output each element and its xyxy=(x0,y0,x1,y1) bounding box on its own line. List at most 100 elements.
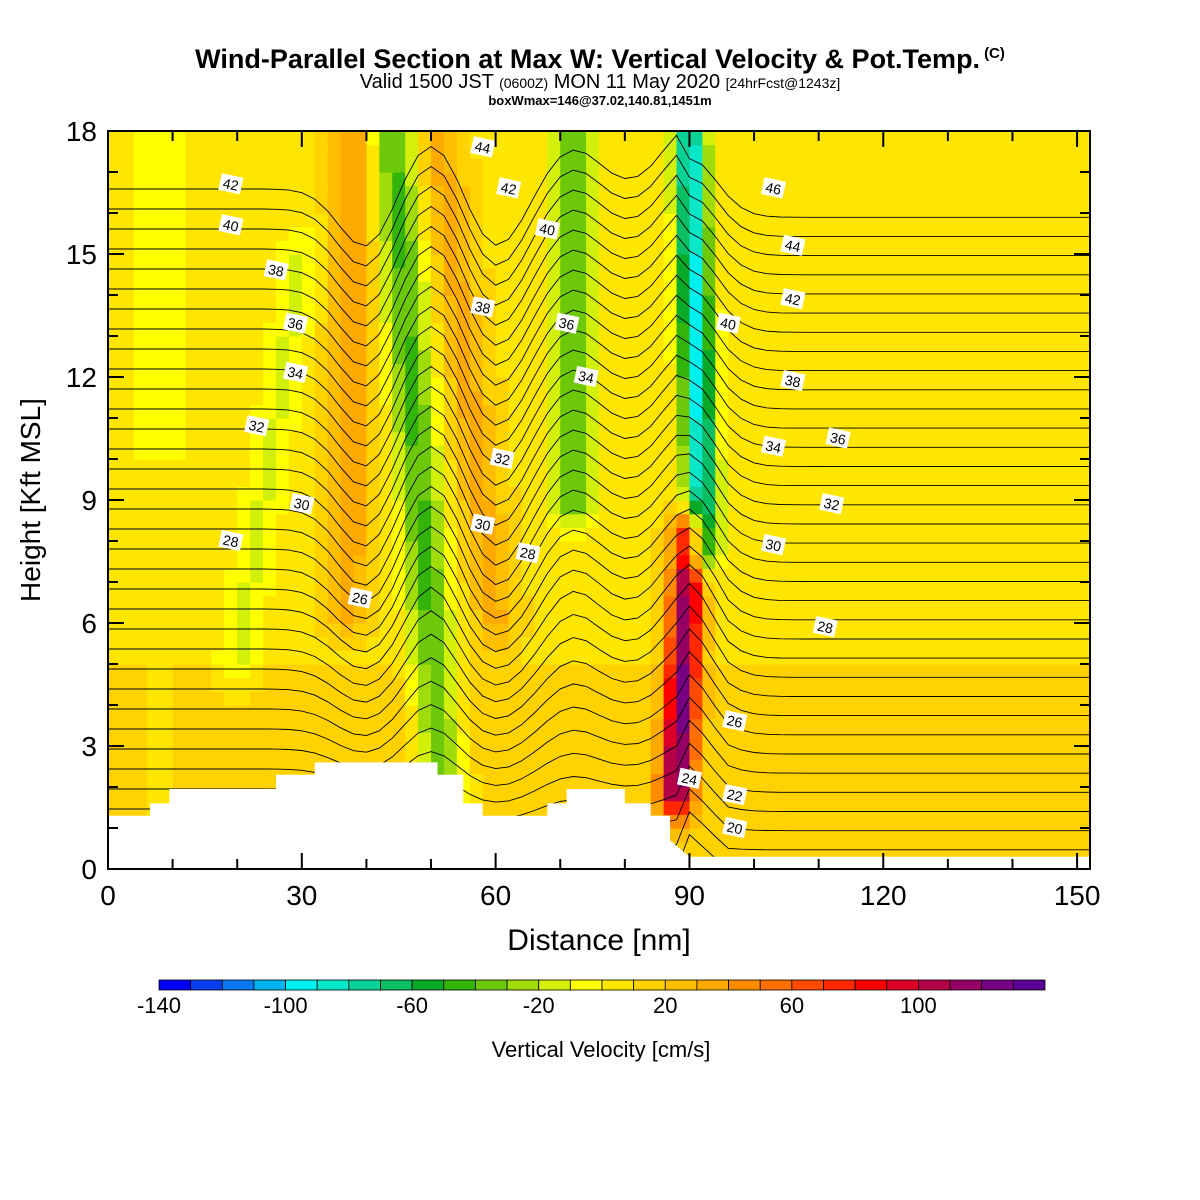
field-cell xyxy=(650,404,665,419)
field-cell xyxy=(960,226,975,241)
field-cell xyxy=(960,431,975,446)
field-cell xyxy=(508,527,523,542)
field-cell xyxy=(689,213,703,228)
field-cell xyxy=(663,459,678,474)
field-cell xyxy=(611,677,626,692)
field-cell xyxy=(198,746,212,761)
field-cell xyxy=(844,199,859,214)
chart-title: Wind-Parallel Section at Max W: Vertical… xyxy=(0,44,1200,75)
field-cell xyxy=(586,349,600,364)
x-tick-label: 0 xyxy=(100,880,116,911)
field-cell xyxy=(198,158,212,173)
field-cell xyxy=(237,158,251,173)
field-cell xyxy=(870,390,884,405)
field-cell xyxy=(275,185,290,200)
theta-contour-line xyxy=(108,294,1090,407)
theta-contour-line xyxy=(108,334,1090,447)
theta-contour-line xyxy=(108,274,1090,387)
field-cell xyxy=(211,390,225,405)
field-cell xyxy=(947,295,962,310)
field-cell xyxy=(340,445,355,460)
field-cell xyxy=(663,636,678,651)
field-cell xyxy=(327,691,342,706)
field-cell xyxy=(624,131,639,146)
field-cell xyxy=(805,226,820,241)
field-cell xyxy=(185,705,200,720)
field-cell xyxy=(172,377,187,392)
field-cell xyxy=(172,459,187,474)
field-cell xyxy=(883,445,897,460)
field-cell xyxy=(909,500,923,515)
field-cell xyxy=(275,431,290,446)
field-cell xyxy=(482,677,497,692)
field-cell xyxy=(1051,746,1065,761)
field-cell xyxy=(1012,732,1026,747)
field-cell xyxy=(327,308,342,323)
field-cell xyxy=(715,773,729,788)
field-cell xyxy=(288,541,303,556)
field-cell xyxy=(663,691,678,706)
field-cell xyxy=(831,705,846,720)
field-cell xyxy=(547,349,561,364)
field-cell xyxy=(405,677,419,692)
field-cell xyxy=(637,418,652,433)
x-tick-label: 150 xyxy=(1054,880,1101,911)
field-cell xyxy=(999,431,1014,446)
field-cell xyxy=(146,664,161,679)
field-cell xyxy=(960,595,975,610)
field-cell xyxy=(547,404,561,419)
field-cell xyxy=(288,677,303,692)
field-cell xyxy=(120,732,135,747)
field-cell xyxy=(534,199,548,214)
field-cell xyxy=(1051,568,1065,583)
field-cell xyxy=(637,144,652,159)
field-cell xyxy=(1077,595,1090,610)
field-cell xyxy=(353,705,368,720)
field-cell xyxy=(120,390,135,405)
field-cell xyxy=(275,527,290,542)
field-cell xyxy=(547,199,561,214)
field-cell xyxy=(211,691,225,706)
field-cell xyxy=(547,705,561,720)
field-cell xyxy=(818,554,833,569)
field-cell xyxy=(366,691,380,706)
field-cell xyxy=(314,172,329,187)
field-cell xyxy=(1077,131,1090,146)
field-cell xyxy=(314,568,329,583)
field-cell xyxy=(263,226,277,241)
field-cell xyxy=(560,664,574,679)
field-cell xyxy=(896,418,910,433)
field-cell xyxy=(159,172,174,187)
field-cell xyxy=(224,199,238,214)
field-cell xyxy=(624,404,639,419)
field-cell xyxy=(766,773,781,788)
field-cell xyxy=(779,404,794,419)
field-cell xyxy=(237,240,251,255)
field-cell xyxy=(1064,254,1078,269)
field-cell xyxy=(611,500,626,515)
field-cell xyxy=(689,390,703,405)
field-cell xyxy=(353,267,368,282)
field-cell xyxy=(844,472,859,487)
field-cell xyxy=(586,226,600,241)
field-cell xyxy=(547,541,561,556)
field-cell xyxy=(637,459,652,474)
field-cell xyxy=(108,144,122,159)
field-cell xyxy=(534,691,548,706)
field-cell xyxy=(960,254,975,269)
field-cell xyxy=(456,281,471,296)
field-cell xyxy=(198,609,212,624)
field-cell xyxy=(792,759,807,774)
field-cell xyxy=(211,459,225,474)
field-cell xyxy=(960,732,975,747)
field-cell xyxy=(482,281,497,296)
field-cell xyxy=(1077,636,1090,651)
field-cell xyxy=(120,144,135,159)
field-cell xyxy=(392,650,406,665)
field-cell xyxy=(947,404,962,419)
field-cell xyxy=(728,349,742,364)
field-cell xyxy=(263,390,277,405)
field-cell xyxy=(599,691,613,706)
field-cell xyxy=(340,308,355,323)
field-cell xyxy=(715,513,729,528)
